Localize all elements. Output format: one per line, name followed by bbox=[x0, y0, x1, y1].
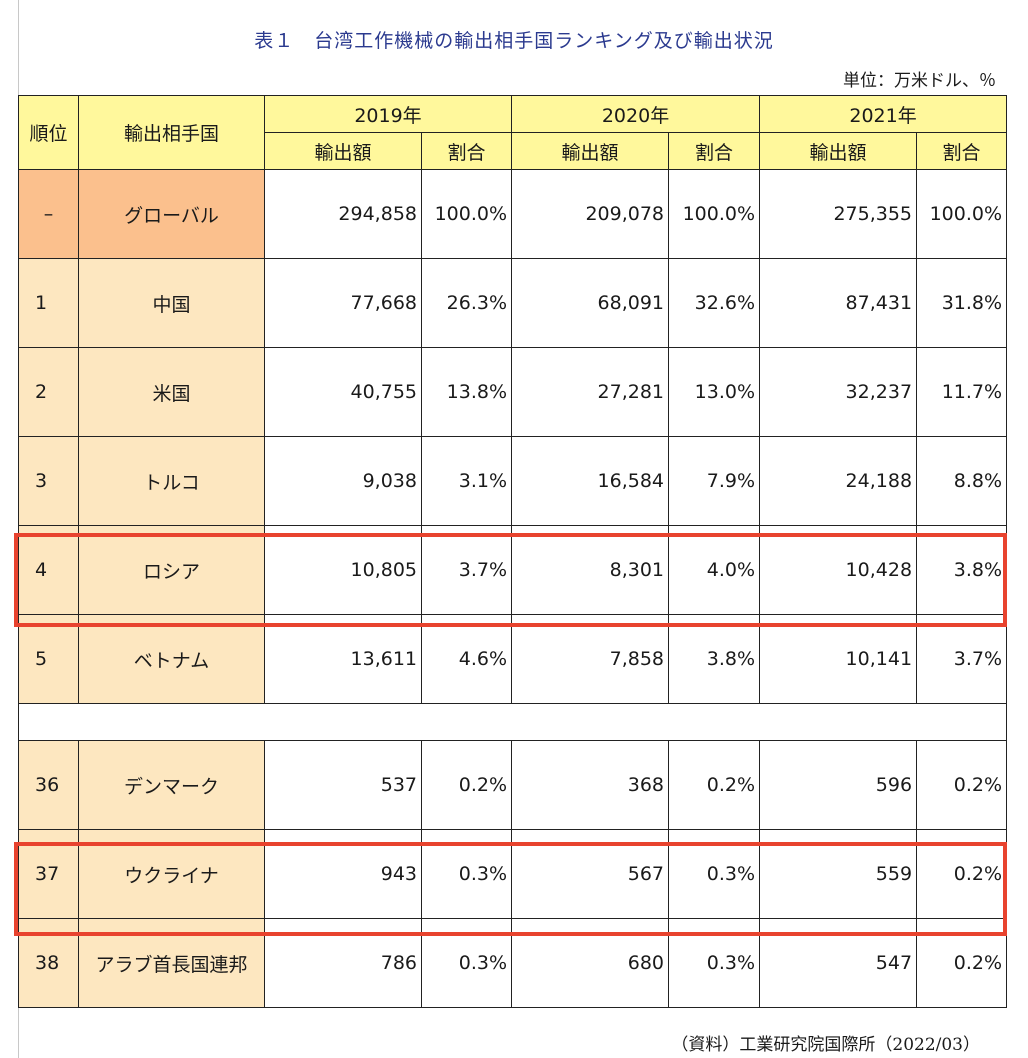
share-2021-cell: 3.8% bbox=[916, 525, 1008, 615]
header-rank: 順位 bbox=[18, 95, 79, 170]
share-2020-cell: 13.0% bbox=[668, 347, 761, 437]
country-cell: グローバル bbox=[78, 169, 265, 259]
rank-cell: 38 bbox=[18, 918, 79, 1008]
table-row-uae: 38 アラブ首長国連邦 786 0.3% 680 0.3% 547 0.2% bbox=[18, 918, 1008, 1008]
table-row-china: 1 中国 77,668 26.3% 68,091 32.6% 87,431 31… bbox=[18, 258, 1008, 348]
amount-2021-cell: 559 bbox=[759, 829, 918, 919]
rank-cell: – bbox=[18, 169, 79, 259]
share-2021-cell: 0.2% bbox=[916, 829, 1008, 919]
header-share-2020: 割合 bbox=[668, 132, 761, 170]
rank-cell: 4 bbox=[18, 525, 79, 615]
amount-2021-cell: 32,237 bbox=[759, 347, 918, 437]
country-cell: ロシア bbox=[78, 525, 265, 615]
rank-cell: 5 bbox=[18, 614, 79, 704]
rank-cell: 2 bbox=[18, 347, 79, 437]
rank-cell: 37 bbox=[18, 829, 79, 919]
amount-2019-cell: 943 bbox=[264, 829, 422, 919]
amount-2020-cell: 27,281 bbox=[511, 347, 670, 437]
share-2020-cell: 100.0% bbox=[668, 169, 761, 259]
header-share-2019: 割合 bbox=[420, 132, 513, 170]
share-2019-cell: 0.2% bbox=[420, 740, 513, 830]
share-2019-cell: 100.0% bbox=[420, 169, 513, 259]
amount-2019-cell: 537 bbox=[264, 740, 422, 830]
table-row-usa: 2 米国 40,755 13.8% 27,281 13.0% 32,237 11… bbox=[18, 347, 1008, 437]
amount-2019-cell: 294,858 bbox=[264, 169, 422, 259]
rank-cell: 1 bbox=[18, 258, 79, 348]
amount-2019-cell: 9,038 bbox=[264, 436, 422, 526]
share-2020-cell: 0.3% bbox=[668, 918, 761, 1008]
header-year-2020: 2020年 bbox=[511, 95, 761, 133]
rank-cell: 36 bbox=[18, 740, 79, 830]
amount-2020-cell: 8,301 bbox=[511, 525, 670, 615]
amount-2020-cell: 16,584 bbox=[511, 436, 670, 526]
country-cell: デンマーク bbox=[78, 740, 265, 830]
share-2021-cell: 0.2% bbox=[916, 918, 1008, 1008]
share-2020-cell: 0.2% bbox=[668, 740, 761, 830]
amount-2021-cell: 24,188 bbox=[759, 436, 918, 526]
amount-2019-cell: 13,611 bbox=[264, 614, 422, 704]
unit-note: 単位：万米ドル、％ bbox=[843, 71, 996, 91]
table-row-ukraine: 37 ウクライナ 943 0.3% 567 0.3% 559 0.2% bbox=[18, 829, 1008, 919]
amount-2019-cell: 786 bbox=[264, 918, 422, 1008]
table-row-turkey: 3 トルコ 9,038 3.1% 16,584 7.9% 24,188 8.8% bbox=[18, 436, 1008, 526]
amount-2019-cell: 10,805 bbox=[264, 525, 422, 615]
country-cell: トルコ bbox=[78, 436, 265, 526]
amount-2020-cell: 209,078 bbox=[511, 169, 670, 259]
share-2021-cell: 11.7% bbox=[916, 347, 1008, 437]
share-2021-cell: 0.2% bbox=[916, 740, 1008, 830]
amount-2021-cell: 275,355 bbox=[759, 169, 918, 259]
amount-2021-cell: 10,428 bbox=[759, 525, 918, 615]
share-2020-cell: 3.8% bbox=[668, 614, 761, 704]
share-2019-cell: 4.6% bbox=[420, 614, 513, 704]
share-2021-cell: 8.8% bbox=[916, 436, 1008, 526]
amount-2020-cell: 7,858 bbox=[511, 614, 670, 704]
country-cell: ウクライナ bbox=[78, 829, 265, 919]
country-cell: 中国 bbox=[78, 258, 265, 348]
gap-cell bbox=[17, 703, 1008, 741]
amount-2021-cell: 547 bbox=[759, 918, 918, 1008]
share-2021-cell: 100.0% bbox=[916, 169, 1008, 259]
header-year-2019: 2019年 bbox=[263, 95, 513, 133]
header-share-2021: 割合 bbox=[916, 132, 1008, 170]
table-row-gap bbox=[17, 703, 1008, 741]
share-2019-cell: 3.7% bbox=[420, 525, 513, 615]
table-row-denmark: 36 デンマーク 537 0.2% 368 0.2% 596 0.2% bbox=[18, 740, 1008, 830]
table-title: 表１ 台湾工作機械の輸出相手国ランキング及び輸出状況 bbox=[254, 30, 774, 52]
header-country: 輸出相手国 bbox=[78, 95, 265, 170]
amount-2020-cell: 68,091 bbox=[511, 258, 670, 348]
country-cell: ベトナム bbox=[78, 614, 265, 704]
header-year-2021: 2021年 bbox=[759, 95, 1008, 133]
table-row-russia: 4 ロシア 10,805 3.7% 8,301 4.0% 10,428 3.8% bbox=[18, 525, 1008, 615]
share-2019-cell: 0.3% bbox=[420, 829, 513, 919]
country-cell: アラブ首長国連邦 bbox=[78, 918, 265, 1008]
header-amount-2020: 輸出額 bbox=[511, 132, 670, 170]
share-2019-cell: 26.3% bbox=[420, 258, 513, 348]
amount-2021-cell: 10,141 bbox=[759, 614, 918, 704]
share-2020-cell: 0.3% bbox=[668, 829, 761, 919]
share-2019-cell: 3.1% bbox=[420, 436, 513, 526]
country-cell: 米国 bbox=[78, 347, 265, 437]
table-row-global: – グローバル 294,858 100.0% 209,078 100.0% 27… bbox=[18, 169, 1008, 259]
amount-2019-cell: 40,755 bbox=[264, 347, 422, 437]
amount-2021-cell: 596 bbox=[759, 740, 918, 830]
amount-2021-cell: 87,431 bbox=[759, 258, 918, 348]
share-2021-cell: 31.8% bbox=[916, 258, 1008, 348]
amount-2020-cell: 368 bbox=[511, 740, 670, 830]
amount-2020-cell: 680 bbox=[511, 918, 670, 1008]
export-ranking-table: 順位 輸出相手国 2019年 2020年 2021年 輸出額 割合 輸出額 割合… bbox=[17, 95, 1008, 1008]
source-note: （資料）工業研究院国際所（2022/03） bbox=[671, 1035, 980, 1055]
table-row-vietnam: 5 ベトナム 13,611 4.6% 7,858 3.8% 10,141 3.7… bbox=[18, 614, 1008, 704]
share-2020-cell: 7.9% bbox=[668, 436, 761, 526]
amount-2020-cell: 567 bbox=[511, 829, 670, 919]
rank-cell: 3 bbox=[18, 436, 79, 526]
share-2021-cell: 3.7% bbox=[916, 614, 1008, 704]
header-amount-2021: 輸出額 bbox=[759, 132, 918, 170]
share-2019-cell: 13.8% bbox=[420, 347, 513, 437]
share-2020-cell: 32.6% bbox=[668, 258, 761, 348]
share-2019-cell: 0.3% bbox=[420, 918, 513, 1008]
header-amount-2019: 輸出額 bbox=[264, 132, 422, 170]
amount-2019-cell: 77,668 bbox=[264, 258, 422, 348]
share-2020-cell: 4.0% bbox=[668, 525, 761, 615]
